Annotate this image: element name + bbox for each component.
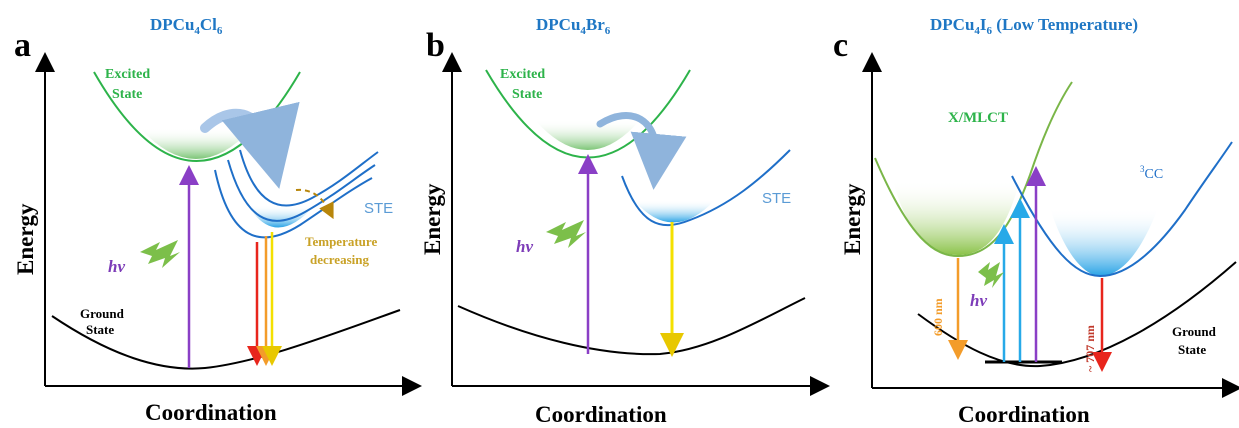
panel-c-cc-fill (1050, 208, 1158, 276)
panel-b-transfer-arrow (596, 112, 687, 190)
panel-a-xlabel: Coordination (145, 400, 277, 425)
panel-c-lightning-icon (978, 262, 1004, 288)
panel-c-cc-label: 3CC (1140, 164, 1163, 182)
panel-c-xmlct-fill (893, 180, 1020, 255)
panel-c-wave-600: 600 nm (931, 298, 945, 336)
panel-c: c DPCu4I6 (Low Temperature) Energy Coord… (833, 15, 1239, 427)
panel-b-letter: b (426, 27, 445, 64)
panel-a-ylabel: Energy (13, 203, 38, 275)
panel-c-cc-curve (1011, 141, 1233, 278)
panel-a-ste-fill (248, 205, 315, 228)
panel-b-ground-curve (457, 297, 806, 356)
panel-c-letter: c (833, 27, 848, 64)
panel-a-excited-label: Excited State (105, 67, 150, 102)
panel-c-wave-707: ~ 707 nm (1083, 325, 1097, 372)
panel-a-ground-label: Ground State (80, 306, 125, 337)
panel-a-ground-curve (51, 309, 401, 370)
panel-b-excited-fill (535, 120, 640, 150)
panel-b: b DPCu4Br6 Energy Coordination Excited St… (420, 15, 830, 427)
panel-a-ste-label: STE (364, 200, 393, 217)
panel-a-excited-fill (140, 128, 252, 159)
panel-a-transfer-arrow (200, 101, 300, 189)
panel-b-xlabel: Coordination (535, 402, 667, 427)
panel-b-ste-curve (621, 149, 791, 227)
panel-a-letter: a (14, 27, 31, 64)
panel-b-lightning-icon (546, 220, 586, 248)
panel-b-title: DPCu4Br6 (536, 15, 611, 37)
panel-a-hv: hv (108, 257, 125, 276)
panel-a-ste-curve-2 (227, 159, 376, 222)
panel-c-xmlct-label: X/MLCT (948, 110, 1008, 126)
panel-c-hv: hv (970, 291, 987, 310)
panel-b-ste-label: STE (762, 190, 791, 207)
panel-a-ste-curve-1 (214, 169, 373, 239)
panel-a-ste-curve-3 (239, 149, 379, 207)
panel-a-title: DPCu4Cl6 (150, 15, 223, 37)
panel-b-hv: hv (516, 237, 533, 256)
panel-a-temp-arrow (295, 188, 334, 220)
panel-a: a DPCu4Cl6 Energy Coordination Ground Sta… (13, 15, 422, 425)
panel-a-lightning-icon (140, 240, 180, 268)
panel-c-ylabel: Energy (840, 183, 865, 255)
panel-c-xlabel: Coordination (958, 402, 1090, 427)
panel-b-ylabel: Energy (420, 183, 445, 255)
panel-c-title: DPCu4I6 (Low Temperature) (930, 15, 1138, 37)
panel-c-ground-label: Ground State (1172, 324, 1217, 357)
panel-a-temp-label: Temperature decreasing (305, 234, 377, 267)
panel-b-ste-fill (634, 200, 715, 223)
panel-b-excited-label: Excited State (500, 67, 545, 102)
